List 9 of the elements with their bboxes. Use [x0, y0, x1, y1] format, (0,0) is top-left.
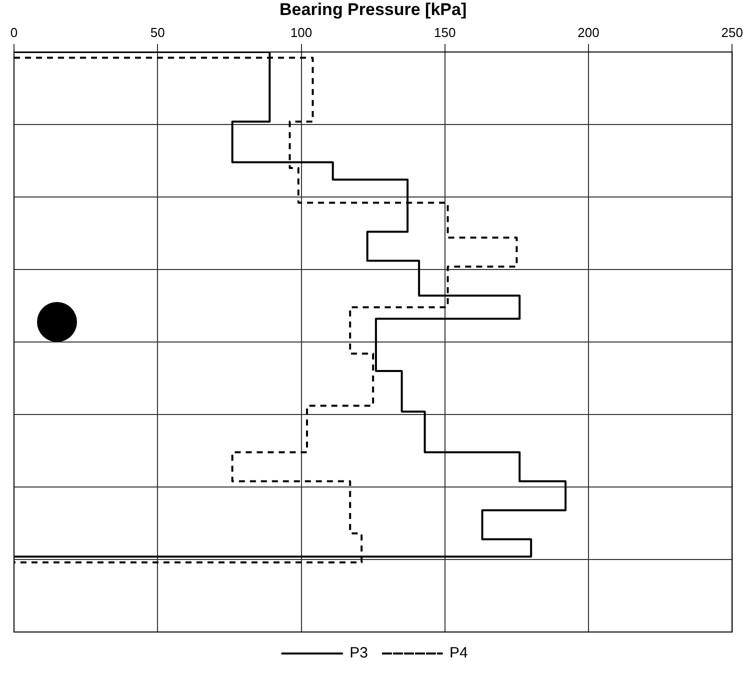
- x-tick-label: 50: [150, 24, 165, 40]
- x-tick-label: 250: [721, 24, 744, 40]
- legend-label: P3: [350, 644, 368, 662]
- x-tick-label: 150: [434, 24, 456, 40]
- legend-label: P4: [450, 644, 468, 662]
- x-tick-label: 0: [10, 24, 18, 40]
- x-tick-label: 100: [290, 24, 312, 40]
- x-tick-label: 200: [578, 24, 600, 40]
- x-axis-title: Bearing Pressure [kPa]: [280, 0, 467, 19]
